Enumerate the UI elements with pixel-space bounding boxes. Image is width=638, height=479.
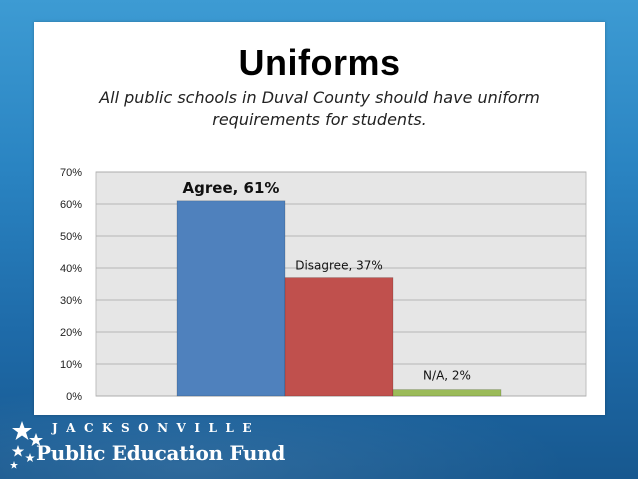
chart-card: Uniforms All public schools in Duval Cou…	[34, 22, 605, 415]
y-tick-label: 20%	[60, 327, 82, 339]
jpef-logo: JACKSONVILLE Public Education Fund	[8, 417, 285, 475]
star-cluster-icon	[10, 421, 43, 469]
y-tick-label: 40%	[60, 263, 82, 275]
bar-agree	[176, 200, 286, 397]
bar-chart: 0% 10% 20% 30% 40% 50% 60% 70% Agree, 61% Disagre…	[60, 167, 587, 403]
data-label: Agree, 61%	[183, 179, 280, 197]
y-tick-label: 30%	[60, 295, 82, 307]
chart-title: Uniforms	[238, 42, 401, 83]
y-tick-label: 60%	[60, 199, 82, 211]
data-label: Disagree, 37%	[295, 259, 383, 273]
logo-top-text: JACKSONVILLE	[52, 421, 261, 435]
data-label: N/A, 2%	[423, 369, 471, 383]
y-tick-label: 50%	[60, 231, 82, 243]
y-tick-label: 0%	[66, 391, 82, 403]
logo-bottom-text: Public Education Fund	[36, 441, 286, 465]
bar-disagree	[284, 277, 394, 397]
y-tick-label: 70%	[60, 167, 82, 179]
y-tick-label: 10%	[60, 359, 82, 371]
bar-na	[392, 389, 502, 397]
chart-subtitle: All public schools in Duval County shoul…	[99, 88, 540, 129]
